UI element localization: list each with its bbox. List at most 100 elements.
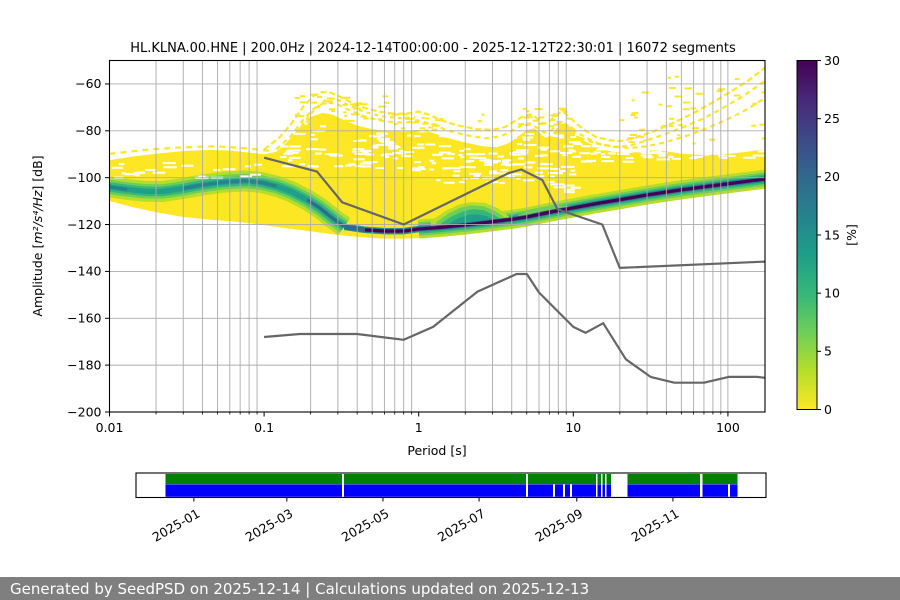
timeline-tick-label: 2025-05 xyxy=(339,506,392,545)
speckle xyxy=(641,91,649,94)
speckle xyxy=(311,118,315,121)
speckle xyxy=(751,124,757,127)
timeline-tick-label: 2025-09 xyxy=(533,506,586,545)
speckle xyxy=(422,122,429,125)
texture-dash xyxy=(539,154,548,157)
speckle xyxy=(631,112,639,115)
speckle xyxy=(761,137,765,140)
speckle xyxy=(669,125,674,127)
timeline-tick-label: 2025-07 xyxy=(435,506,488,545)
texture-dash xyxy=(198,175,206,178)
texture-dash xyxy=(449,133,461,136)
texture-dash xyxy=(399,149,404,152)
texture-dash xyxy=(407,134,413,137)
texture-dash xyxy=(523,179,535,182)
texture-dash xyxy=(585,159,596,162)
texture-dash xyxy=(397,167,404,169)
texture-dash xyxy=(447,152,455,155)
texture-dash xyxy=(402,151,414,153)
texture-dash xyxy=(691,155,703,158)
texture-dash xyxy=(513,163,525,166)
speckle xyxy=(326,115,333,118)
texture-dash xyxy=(621,145,634,148)
texture-dash xyxy=(475,140,481,143)
texture-dash xyxy=(305,148,319,151)
speckle xyxy=(627,137,635,139)
texture-dash xyxy=(436,179,441,182)
speckle xyxy=(316,106,321,109)
texture-dash xyxy=(673,134,680,137)
texture-dash xyxy=(488,152,498,155)
coverage-gap xyxy=(526,473,528,497)
speckle xyxy=(321,116,328,119)
texture-dash xyxy=(537,146,550,149)
speckle xyxy=(434,119,441,122)
texture-dash xyxy=(360,165,371,168)
texture-dash xyxy=(281,165,296,168)
texture-dash xyxy=(737,146,748,149)
y-tick-label: −120 xyxy=(67,217,101,232)
texture-dash xyxy=(469,172,482,175)
texture-dash xyxy=(575,133,583,136)
texture-dash xyxy=(439,145,452,148)
texture-dash xyxy=(365,153,374,156)
texture-dash xyxy=(510,173,522,176)
speckle xyxy=(677,124,683,127)
texture-dash xyxy=(521,153,528,156)
speckle xyxy=(344,114,348,117)
texture-dash xyxy=(555,168,560,170)
texture-dash xyxy=(622,131,635,134)
texture-dash xyxy=(695,133,706,136)
texture-dash xyxy=(613,138,621,141)
texture-dash xyxy=(458,181,466,184)
texture-dash xyxy=(470,140,477,142)
footer-bar: Generated by SeedPSD on 2025-12-14 | Cal… xyxy=(0,577,900,600)
texture-dash xyxy=(121,172,127,175)
speckle xyxy=(294,97,300,99)
speckle xyxy=(326,97,331,100)
speckle xyxy=(403,116,408,119)
texture-dash xyxy=(540,148,548,151)
texture-dash xyxy=(532,175,545,178)
speckle xyxy=(431,128,438,131)
texture-dash xyxy=(371,146,379,149)
speckle xyxy=(439,118,444,121)
texture-dash xyxy=(441,157,454,160)
texture-dash xyxy=(309,165,319,168)
texture-dash xyxy=(612,134,623,137)
colorbar-tick-label: 20 xyxy=(824,169,840,184)
texture-dash xyxy=(757,150,765,153)
speckle xyxy=(414,119,419,122)
texture-dash xyxy=(607,152,616,155)
coverage-gap-blue xyxy=(728,484,730,497)
texture-dash xyxy=(617,153,630,156)
texture-dash xyxy=(162,162,176,165)
texture-dash xyxy=(570,186,581,189)
speckle xyxy=(360,115,365,118)
speckle xyxy=(310,93,319,96)
colorbar-ticks: 0 5 10 15 20 25 30 xyxy=(817,53,840,417)
speckle xyxy=(311,101,318,104)
texture-dash xyxy=(610,135,615,138)
texture-dash xyxy=(579,152,590,155)
speckle xyxy=(421,116,425,119)
texture-dash xyxy=(464,160,471,163)
y-tick-label: −140 xyxy=(67,264,101,279)
y-tick-label: −100 xyxy=(67,170,101,185)
texture-dash xyxy=(352,148,365,151)
texture-dash xyxy=(707,147,717,149)
texture-dash xyxy=(411,146,425,149)
speckle xyxy=(674,75,680,78)
speckle xyxy=(661,125,668,127)
speckle xyxy=(716,90,723,93)
texture-dash xyxy=(502,138,514,141)
texture-dash xyxy=(381,141,395,144)
texture-dash xyxy=(622,160,634,163)
texture-dash xyxy=(516,149,529,152)
texture-dash xyxy=(516,177,521,180)
texture-dash xyxy=(414,161,421,164)
speckle xyxy=(337,99,342,102)
texture-dash xyxy=(504,174,514,177)
texture-dash xyxy=(489,170,497,173)
